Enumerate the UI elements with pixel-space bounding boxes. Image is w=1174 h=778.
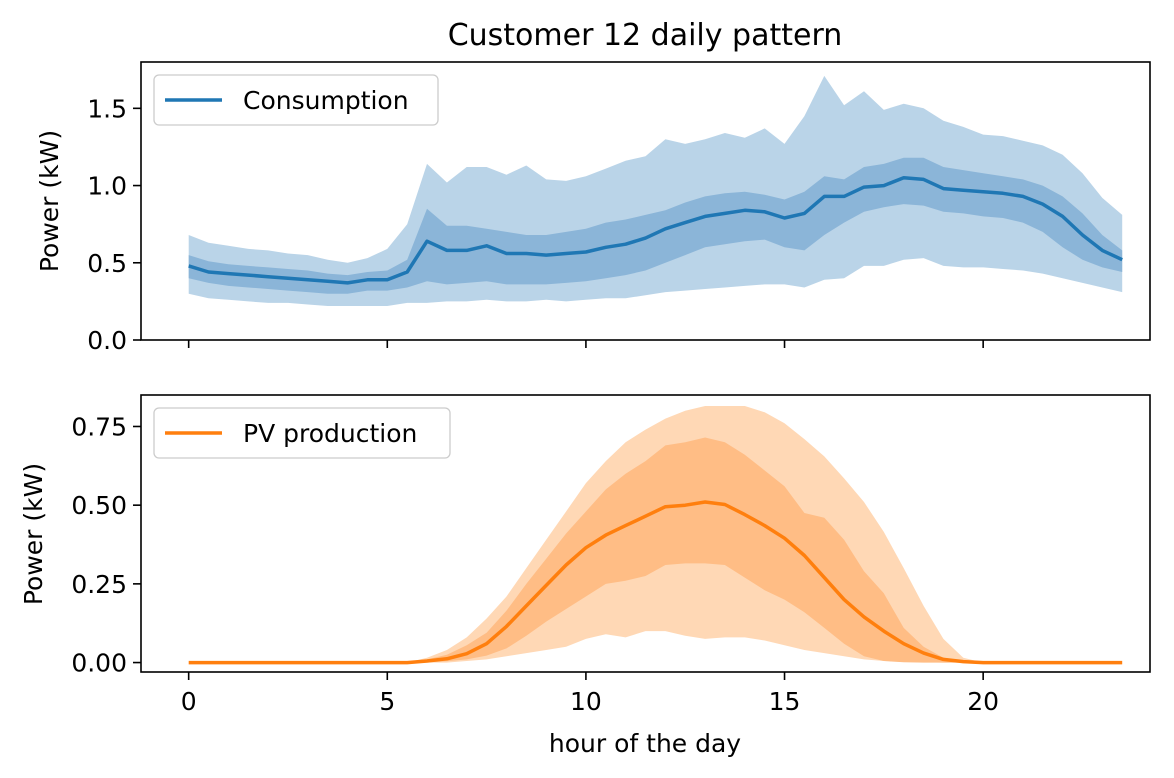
pv-production-inner-band: [188, 437, 1123, 663]
chart-title: Customer 12 daily pattern: [448, 18, 843, 53]
y-tick-label: 0.00: [71, 649, 127, 678]
consumption-line: [188, 176, 1123, 285]
y-tick-label: 1.5: [87, 94, 127, 123]
bottom-legend-box: [153, 407, 451, 459]
bottom-axis-ticks: 0 5 10 15 20 0.00 0.25 0.50 0.75: [71, 412, 999, 716]
top-axes-frame: [140, 61, 1151, 341]
bottom-axes-frame: [140, 394, 1151, 673]
consumption-inner-band: [188, 157, 1123, 294]
x-tick-label: 15: [769, 687, 801, 716]
x-tick-label: 5: [379, 687, 395, 716]
y-tick-label: 1.0: [87, 172, 127, 201]
pv-line-group: [188, 500, 1123, 665]
bottom-y-axis-label: Power (kW): [19, 463, 48, 605]
bottom-legend: PV production: [153, 407, 451, 459]
pv-production-line: [188, 500, 1123, 665]
y-tick-label: 0.50: [71, 491, 127, 520]
top-y-axis-label: Power (kW): [35, 130, 64, 272]
y-tick-label: 0.25: [71, 570, 127, 599]
top-legend: Consumption: [153, 74, 439, 126]
top-legend-box: [153, 74, 439, 126]
top-axis-ticks: 0.0 0.5 1.0 1.5: [87, 94, 984, 355]
x-tick-label: 20: [967, 687, 999, 716]
consumption-line-group: [188, 176, 1123, 285]
pv-bands: [188, 406, 1123, 663]
legend-label-consumption: Consumption: [243, 86, 409, 115]
y-tick-label: 0.0: [87, 326, 127, 355]
y-tick-label: 0.75: [71, 412, 127, 441]
x-tick-label: 0: [181, 687, 197, 716]
x-tick-label: 10: [570, 687, 602, 716]
x-axis-label: hour of the day: [549, 729, 741, 758]
legend-label-pv-production: PV production: [243, 419, 417, 448]
y-tick-label: 0.5: [87, 249, 127, 278]
